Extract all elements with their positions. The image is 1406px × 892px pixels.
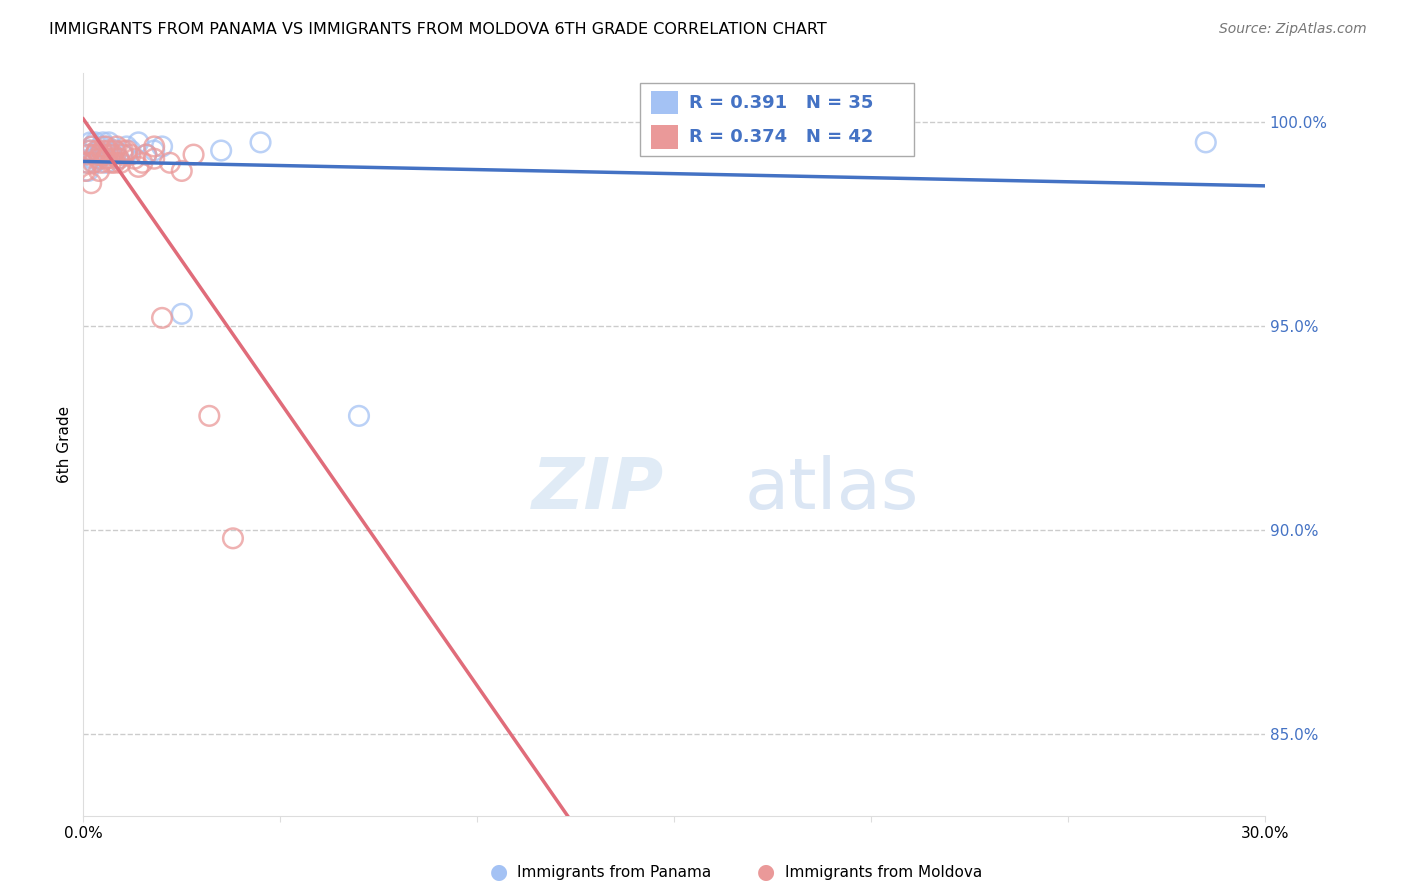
- Point: [183, 147, 205, 161]
- Point: [96, 139, 118, 153]
- Point: [159, 155, 181, 169]
- Point: [115, 144, 138, 158]
- Point: [77, 164, 100, 178]
- Point: [77, 147, 100, 161]
- Point: [87, 164, 110, 178]
- Point: [91, 136, 114, 150]
- Y-axis label: 6th Grade: 6th Grade: [58, 406, 72, 483]
- Point: [150, 310, 173, 325]
- Point: [143, 152, 166, 166]
- Point: [347, 409, 370, 423]
- Point: [143, 139, 166, 153]
- Point: [127, 160, 149, 174]
- Point: [1195, 136, 1218, 150]
- Text: Source: ZipAtlas.com: Source: ZipAtlas.com: [1219, 22, 1367, 37]
- Point: [104, 144, 127, 158]
- Point: [89, 152, 111, 166]
- Point: [86, 144, 108, 158]
- Point: [94, 155, 117, 169]
- Text: IMMIGRANTS FROM PANAMA VS IMMIGRANTS FROM MOLDOVA 6TH GRADE CORRELATION CHART: IMMIGRANTS FROM PANAMA VS IMMIGRANTS FRO…: [49, 22, 827, 37]
- Point: [127, 136, 149, 150]
- Point: [76, 155, 98, 169]
- Point: [135, 147, 157, 161]
- Text: Immigrants from Moldova: Immigrants from Moldova: [785, 865, 981, 880]
- Text: Immigrants from Panama: Immigrants from Panama: [517, 865, 711, 880]
- Text: R = 0.374   N = 42: R = 0.374 N = 42: [689, 128, 873, 146]
- Point: [111, 147, 134, 161]
- Point: [120, 147, 142, 161]
- Point: [82, 152, 104, 166]
- Point: [84, 147, 107, 161]
- Text: atlas: atlas: [745, 455, 920, 524]
- Point: [170, 307, 193, 321]
- Point: [94, 144, 117, 158]
- Point: [86, 144, 108, 158]
- Point: [100, 147, 122, 161]
- Point: [135, 147, 157, 161]
- Point: [80, 176, 103, 190]
- Point: [120, 144, 142, 158]
- Point: [90, 139, 112, 153]
- Point: [104, 155, 127, 169]
- Point: [79, 136, 101, 150]
- Point: [96, 152, 118, 166]
- Point: [90, 155, 112, 169]
- Point: [107, 152, 129, 166]
- Point: [198, 409, 221, 423]
- Point: [222, 532, 245, 546]
- Point: [80, 139, 103, 153]
- Point: [124, 152, 146, 166]
- Point: [93, 147, 115, 161]
- Point: [87, 152, 110, 166]
- Point: [150, 139, 173, 153]
- Point: [111, 144, 134, 158]
- Point: [96, 152, 118, 166]
- Point: [84, 136, 107, 150]
- Point: [75, 147, 97, 161]
- Point: [107, 152, 129, 166]
- Point: [111, 147, 134, 161]
- Point: [91, 144, 114, 158]
- Point: [82, 155, 104, 169]
- Point: [80, 139, 103, 153]
- Point: [209, 144, 232, 158]
- Point: [131, 155, 153, 169]
- Point: [94, 139, 117, 153]
- Point: [89, 147, 111, 161]
- Point: [721, 136, 744, 150]
- Text: ●: ●: [491, 863, 508, 882]
- Point: [100, 147, 122, 161]
- Point: [77, 144, 100, 158]
- Point: [83, 155, 105, 169]
- Point: [79, 144, 101, 158]
- Bar: [651, 126, 678, 149]
- FancyBboxPatch shape: [640, 83, 914, 156]
- Point: [143, 144, 166, 158]
- Point: [105, 139, 128, 153]
- Point: [249, 136, 271, 150]
- Point: [110, 155, 132, 169]
- Point: [97, 136, 120, 150]
- Point: [87, 147, 110, 161]
- Point: [115, 139, 138, 153]
- Point: [170, 164, 193, 178]
- Point: [104, 144, 127, 158]
- Text: R = 0.391   N = 35: R = 0.391 N = 35: [689, 94, 873, 112]
- Point: [75, 164, 97, 178]
- Bar: [651, 91, 678, 114]
- Point: [101, 147, 124, 161]
- Point: [97, 144, 120, 158]
- Text: ZIP: ZIP: [533, 455, 665, 524]
- Point: [76, 155, 98, 169]
- Text: ●: ●: [758, 863, 775, 882]
- Point: [100, 155, 122, 169]
